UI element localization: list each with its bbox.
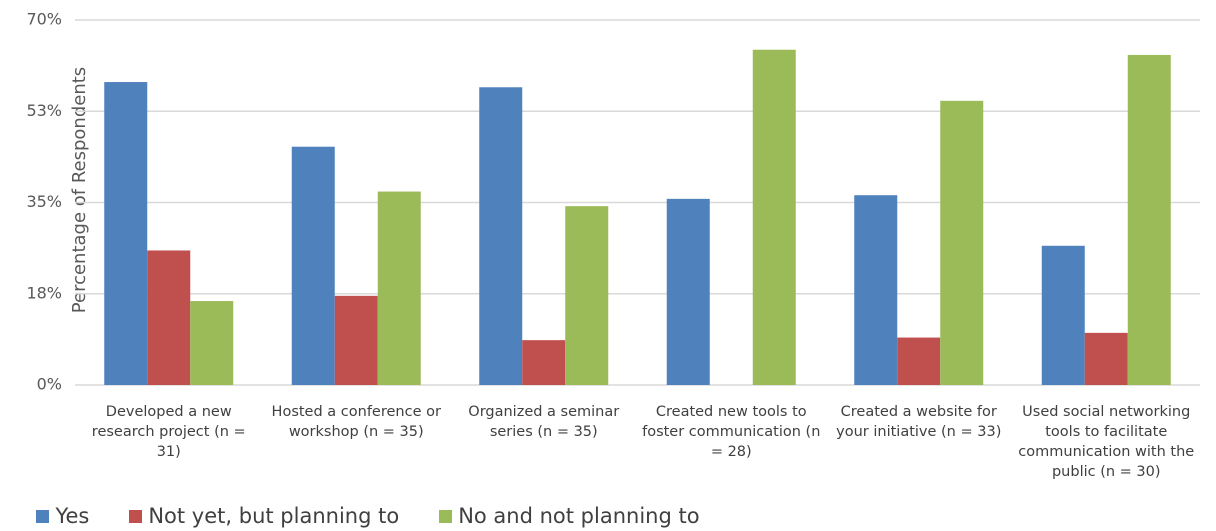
legend-swatch: [129, 509, 143, 523]
x-tick-label: Hosted a conference or workshop (n = 35): [271, 404, 441, 440]
bar: [1127, 54, 1171, 385]
bar: [666, 198, 710, 385]
bar: [565, 206, 609, 385]
y-tick-label: 18%: [26, 283, 62, 302]
legend-item: Yes: [36, 504, 89, 528]
bar: [479, 87, 523, 385]
x-tick-label: Developed a new research project (n = 31…: [91, 404, 246, 460]
legend-label: Yes: [55, 504, 90, 528]
x-tick-label: Organized a seminar series (n = 35): [468, 404, 620, 440]
legend-swatch: [36, 509, 50, 523]
bar: [334, 295, 378, 385]
bar: [854, 195, 898, 385]
bar: [1084, 332, 1128, 385]
bar: [1041, 245, 1085, 385]
bar: [522, 340, 566, 385]
bar: [190, 301, 234, 385]
y-tick-label: 0%: [37, 375, 62, 394]
bar: [897, 337, 941, 385]
legend-item: Not yet, but planning to: [129, 504, 399, 528]
bar: [752, 49, 796, 385]
bar: [147, 250, 191, 385]
y-tick-label: 70%: [26, 10, 62, 29]
x-tick-label: Created a website for your initiative (n…: [836, 404, 1002, 440]
legend-label: Not yet, but planning to: [148, 504, 400, 528]
bar: [940, 100, 984, 386]
bar: [104, 82, 148, 386]
y-tick-label: 35%: [26, 192, 62, 211]
x-tick-label: Created new tools to foster communicatio…: [642, 404, 821, 460]
bar: [291, 146, 335, 385]
x-tick-label: Used social networking tools to facilita…: [1018, 404, 1195, 480]
y-axis-label: Percentage of Respondents: [69, 67, 90, 313]
legend: Yes Not yet, but planning to No and not pl…: [0, 504, 976, 528]
bar: [377, 191, 421, 385]
y-tick-label: 53%: [26, 101, 62, 120]
legend-item: No and not planning to: [439, 504, 700, 528]
legend-label: No and not planning to: [458, 504, 700, 528]
legend-swatch: [439, 509, 453, 523]
